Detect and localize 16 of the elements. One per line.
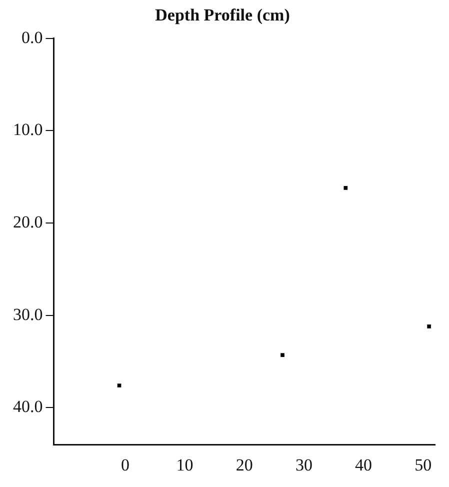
- x-tick-label: 20: [236, 455, 253, 474]
- y-tick-label: 40.0: [13, 397, 43, 416]
- x-tick-label: 0: [120, 455, 130, 474]
- x-tick-label: 50: [414, 455, 432, 474]
- x-tick-label: 10: [176, 455, 194, 474]
- x-tick-label: 40: [355, 455, 372, 474]
- point: [280, 353, 284, 357]
- y-tick-label: 10.0: [13, 120, 43, 140]
- x-tick-label: 30: [295, 455, 312, 474]
- y-tick-label: 30.0: [13, 304, 43, 324]
- point: [117, 384, 122, 388]
- y-tick-label: 0.0: [22, 28, 43, 47]
- y-tick-label: 20.0: [13, 212, 43, 232]
- point: [344, 186, 348, 190]
- point: [427, 324, 431, 328]
- chart-title: Depth Profile (cm): [155, 6, 290, 25]
